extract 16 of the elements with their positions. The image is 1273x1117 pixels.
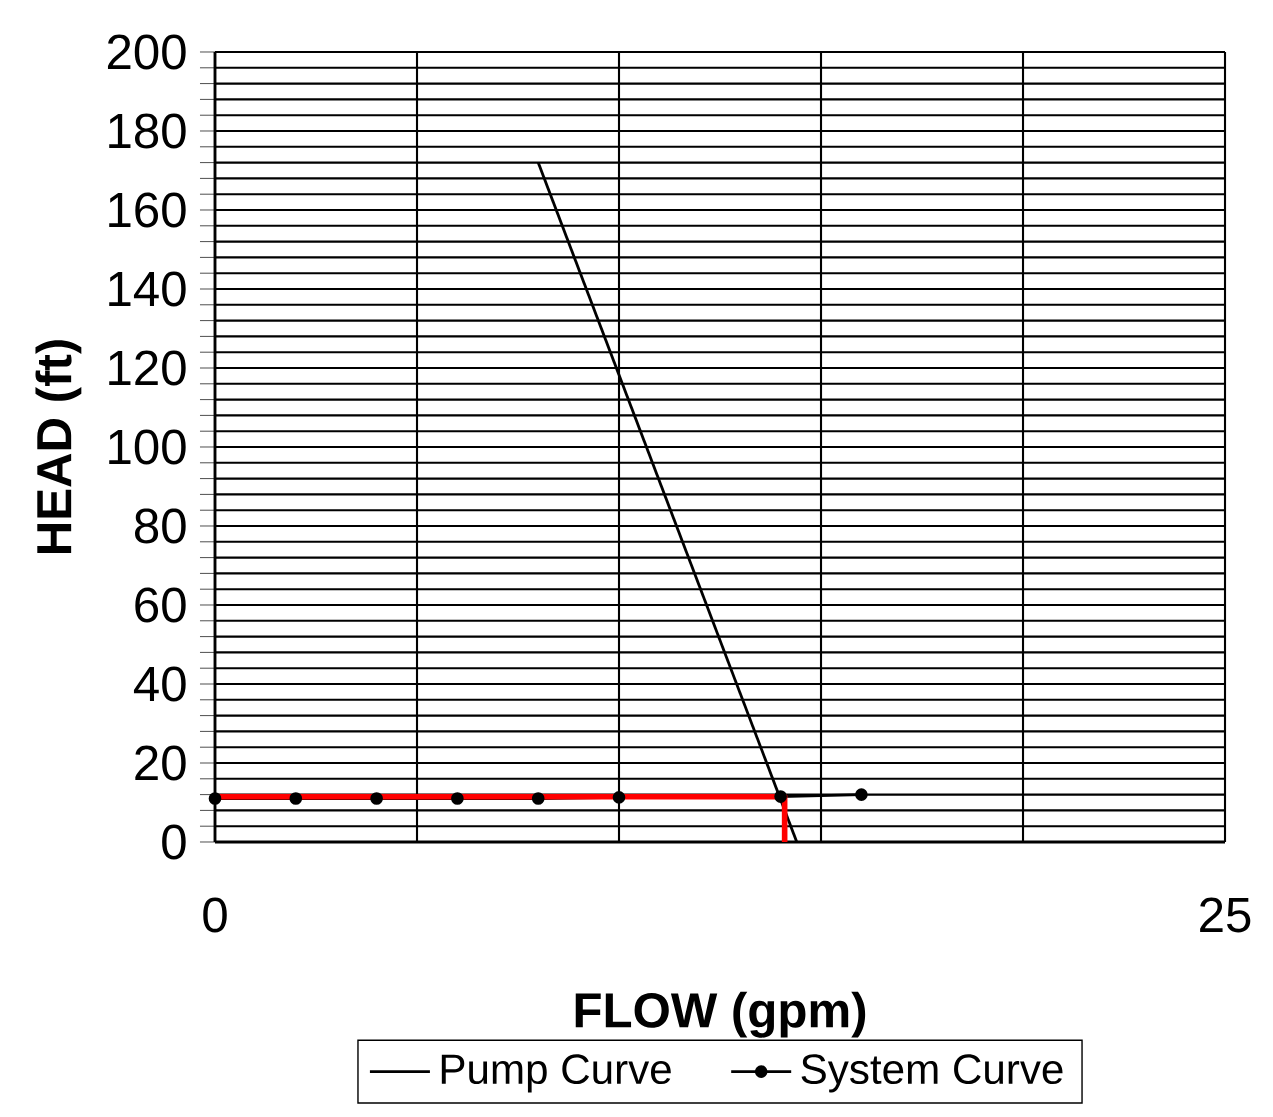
y-axis-title: HEAD (ft) [35,340,82,554]
y-tick-label: 80 [135,508,186,544]
x-tick-label: 25 [1200,897,1251,933]
legend-label: Pump Curve [441,1054,671,1093]
y-tick-label: 160 [109,192,186,228]
y-tick-label: 40 [133,666,186,702]
y-tick-label: 200 [107,34,186,70]
y-tick-label: 60 [135,587,186,623]
x-axis-title: FLOW (gpm) [575,991,866,1038]
legend-label: System Curve [801,1054,1063,1093]
y-tick-label: 0 [162,824,186,860]
y-tick-label: 180 [109,113,186,149]
y-tick-label: 120 [109,350,186,386]
y-tick-label: 100 [109,429,186,465]
y-tick-label: 140 [109,271,186,307]
y-tick-label: 20 [135,745,186,781]
